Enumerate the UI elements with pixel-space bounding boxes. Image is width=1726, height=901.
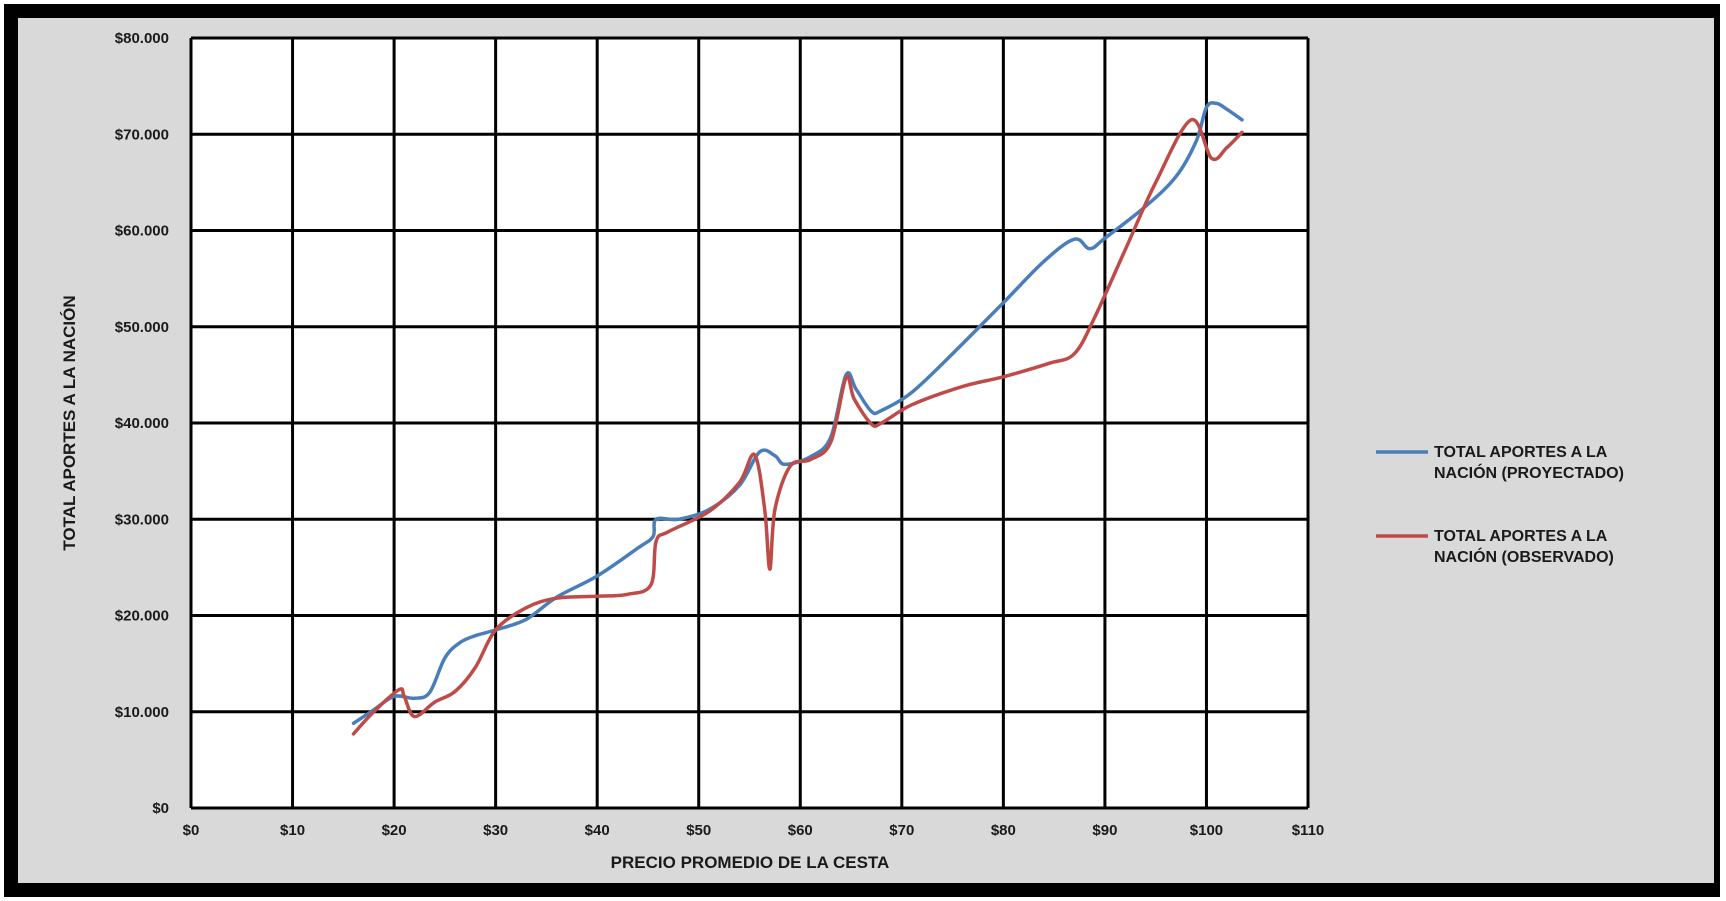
x-tick-label: $90 [1092,822,1117,839]
x-tick-label: $60 [788,822,813,839]
x-tick-label: $110 [1292,822,1325,839]
grid-layer [189,36,1310,810]
y-tick-label: $40.000 [115,415,169,432]
y-tick-labels: $0 $10.000 $20.000 $30.000 $40.000 $50.000 $60… [115,30,169,817]
legend: TOTAL APORTES A LA NACIÓN (PROYECTADO) TOT… [1376,444,1624,566]
y-axis-title: TOTAL APORTES A LA NACIÓN [60,295,79,550]
y-tick-label: $10.000 [115,704,169,721]
y-tick-label: $30.000 [115,511,169,528]
legend-label: TOTAL APORTES A LA NACIÓN (OBSERVADO) [1434,528,1614,566]
y-tick-label: $20.000 [115,608,169,625]
series-line-observado [351,118,1244,736]
y-tick-label: $70.000 [115,126,169,143]
legend-label: TOTAL APORTES A LA NACIÓN (PROYECTADO) [1434,444,1624,482]
y-tick-label: $80.000 [115,30,169,47]
x-tick-label: $100 [1190,822,1223,839]
x-tick-label: $50 [686,822,711,839]
x-tick-label: $10 [280,822,305,839]
x-tick-label: $30 [483,822,508,839]
x-axis-title: PRECIO PROMEDIO DE LA CESTA [611,853,890,872]
x-tick-label: $0 [183,822,200,839]
series-layer [351,101,1244,736]
x-tick-label: $80 [991,822,1016,839]
y-tick-label: $0 [152,800,169,817]
x-tick-labels: $0 $10 $20 $30 $40 $50 $60 $70 $80 $90 $100 $110 [183,822,1325,839]
series-line-proyectado [351,101,1244,726]
x-tick-label: $20 [382,822,407,839]
x-tick-label: $40 [585,822,610,839]
y-tick-label: $50.000 [115,319,169,336]
y-tick-label: $60.000 [115,223,169,240]
x-tick-label: $70 [889,822,914,839]
